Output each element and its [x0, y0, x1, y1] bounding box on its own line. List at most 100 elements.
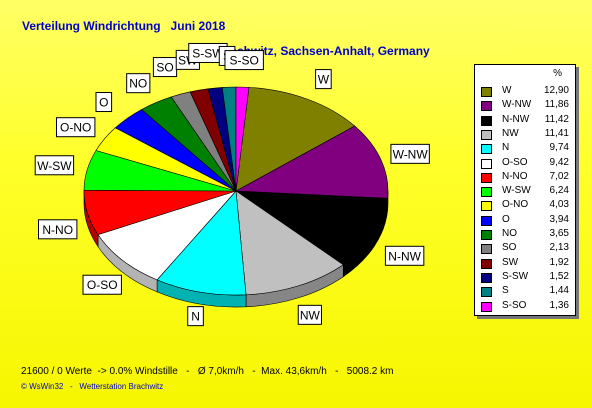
pie-label-no: NO: [126, 73, 151, 94]
legend-swatch: [481, 115, 492, 126]
svg-text:NW: NW: [300, 308, 321, 322]
svg-text:SO: SO: [156, 61, 173, 75]
legend-label: SO: [502, 242, 517, 254]
legend-item-s-sw: S-SW 1,52: [481, 271, 569, 284]
pie-slice-n-nw: [234, 190, 388, 266]
legend-value: 11,41: [544, 127, 569, 139]
legend-item-w-nw: W-NW 11,86: [481, 99, 569, 112]
pie-labels: WW-NWN-NWNWNO-SON-NOW-SWO-NOONOSOSWS-SWS…: [34, 42, 430, 327]
pie-slice-w-nw: [234, 125, 389, 199]
svg-text:N: N: [191, 310, 200, 324]
legend-header: %: [553, 68, 562, 79]
pie-slice-nw: [235, 190, 344, 296]
legend-value: 7,02: [549, 170, 569, 182]
legend-label: S-SO: [502, 299, 527, 311]
legend-label: W: [502, 85, 512, 96]
legend-label: S: [502, 285, 509, 297]
pie-label-n: N: [187, 306, 204, 327]
legend-label: N: [502, 142, 510, 154]
legend-value: 1,44: [549, 285, 569, 297]
pie-label-s-so: S-SO: [224, 50, 264, 71]
legend-item-o-no: O-NO 4,03: [481, 199, 569, 212]
legend-swatch: [481, 187, 492, 198]
pie-label-w-nw: W-NW: [390, 143, 430, 164]
pie-slice-s-so: [235, 86, 250, 192]
legend-item-o-so: O-SO 9,42: [481, 157, 569, 170]
pie-slice-n: [156, 190, 247, 296]
svg-text:O: O: [99, 96, 108, 110]
legend-item-sw: SW 1,92: [481, 257, 569, 270]
legend-value: 11,86: [544, 99, 569, 111]
legend-swatch: [481, 129, 492, 140]
legend-swatch: [481, 144, 492, 155]
chart-subtitle: Brachwitz, Sachsen-Anhalt, Germany: [217, 44, 430, 58]
legend-swatch: [481, 287, 492, 298]
legend-swatch: [481, 158, 492, 169]
legend-label: O-SO: [502, 156, 528, 168]
legend-item-n-no: N-NO 7,02: [481, 171, 569, 184]
legend-value: 12,90: [543, 85, 569, 96]
legend-swatch: [481, 272, 492, 283]
svg-text:S-SW: S-SW: [192, 46, 224, 60]
legend-value: 3,65: [549, 228, 569, 239]
pie-label-o-no: O-NO: [56, 117, 96, 138]
svg-text:O-NO: O-NO: [60, 121, 91, 135]
legend-swatch: [481, 258, 492, 269]
legend-label: O-NO: [502, 199, 529, 211]
pie-label-so: SO: [152, 57, 178, 78]
legend-item-so: SO 2,13: [481, 242, 569, 255]
legend-label: NW: [502, 127, 519, 139]
legend-item-nw: NW 11,41: [481, 128, 569, 141]
pie-label-s-sw: S-SW: [188, 42, 228, 63]
pie-label-o: O: [95, 92, 113, 113]
pie-label-n-nw: N-NW: [384, 245, 425, 266]
legend-label: O: [502, 213, 510, 225]
stats-line: 21600 / 0 Werte -> 0.0% Windstille - Ø 7…: [21, 366, 394, 377]
legend-item-o: O 3,94: [481, 214, 569, 227]
legend-value: 4,03: [549, 199, 569, 211]
pie-label-o-so: O-SO: [82, 274, 122, 295]
legend-label: NO: [502, 228, 517, 239]
legend-item-s-so: S-SO 1,36: [481, 300, 569, 313]
legend-value: 2,13: [549, 242, 569, 254]
chart-title: Verteilung Windrichtung Juni 2018: [22, 19, 226, 33]
legend-item-n-nw: N-NW 11,42: [481, 114, 569, 127]
legend-swatch: [481, 87, 492, 97]
legend: % W 12,90 W-NW 11,86 N-NW 11,42 NW 11,41 N 9,74 O-…: [474, 64, 576, 316]
legend-item-no: NO 3,65: [481, 228, 569, 241]
legend-label: SW: [502, 256, 519, 268]
svg-text:NO: NO: [129, 77, 147, 91]
legend-swatch: [481, 201, 492, 212]
legend-value: 1,92: [549, 256, 569, 268]
copyright-line: © WsWin32 - Wetterstation Brachwitz: [21, 382, 164, 391]
pie-label-n-no: N-NO: [37, 219, 78, 240]
svg-text:W-NW: W-NW: [393, 147, 429, 161]
legend-label: N-NW: [502, 113, 530, 125]
legend-value: 9,74: [549, 142, 569, 154]
legend-value: 3,94: [549, 213, 569, 225]
pie-slices: [83, 86, 389, 296]
svg-text:W-SW: W-SW: [37, 159, 72, 173]
legend-value: 6,24: [549, 185, 569, 197]
legend-value: 9,42: [549, 156, 569, 168]
legend-label: W-SW: [502, 185, 531, 197]
svg-text:O-SO: O-SO: [87, 278, 118, 292]
legend-value: 1,52: [549, 270, 569, 282]
legend-item-n: N 9,74: [481, 142, 569, 155]
pie-label-w-sw: W-SW: [34, 155, 75, 176]
legend-label: N-NO: [502, 170, 528, 182]
legend-label: W-NW: [502, 99, 532, 111]
pie-label-w: W: [315, 69, 332, 90]
legend-item-w-sw: W-SW 6,24: [481, 185, 569, 198]
legend-item-w: W 12,90: [481, 85, 569, 98]
svg-text:S-SO: S-SO: [230, 54, 259, 68]
legend-item-s: S 1,44: [481, 285, 569, 298]
legend-swatch: [481, 230, 492, 240]
pie-slice-o-so: [97, 190, 237, 281]
legend-swatch: [481, 172, 492, 183]
legend-swatch: [481, 301, 492, 312]
legend-value: 11,42: [544, 113, 569, 125]
pie-slice-w: [235, 87, 356, 192]
legend-swatch: [481, 215, 492, 226]
